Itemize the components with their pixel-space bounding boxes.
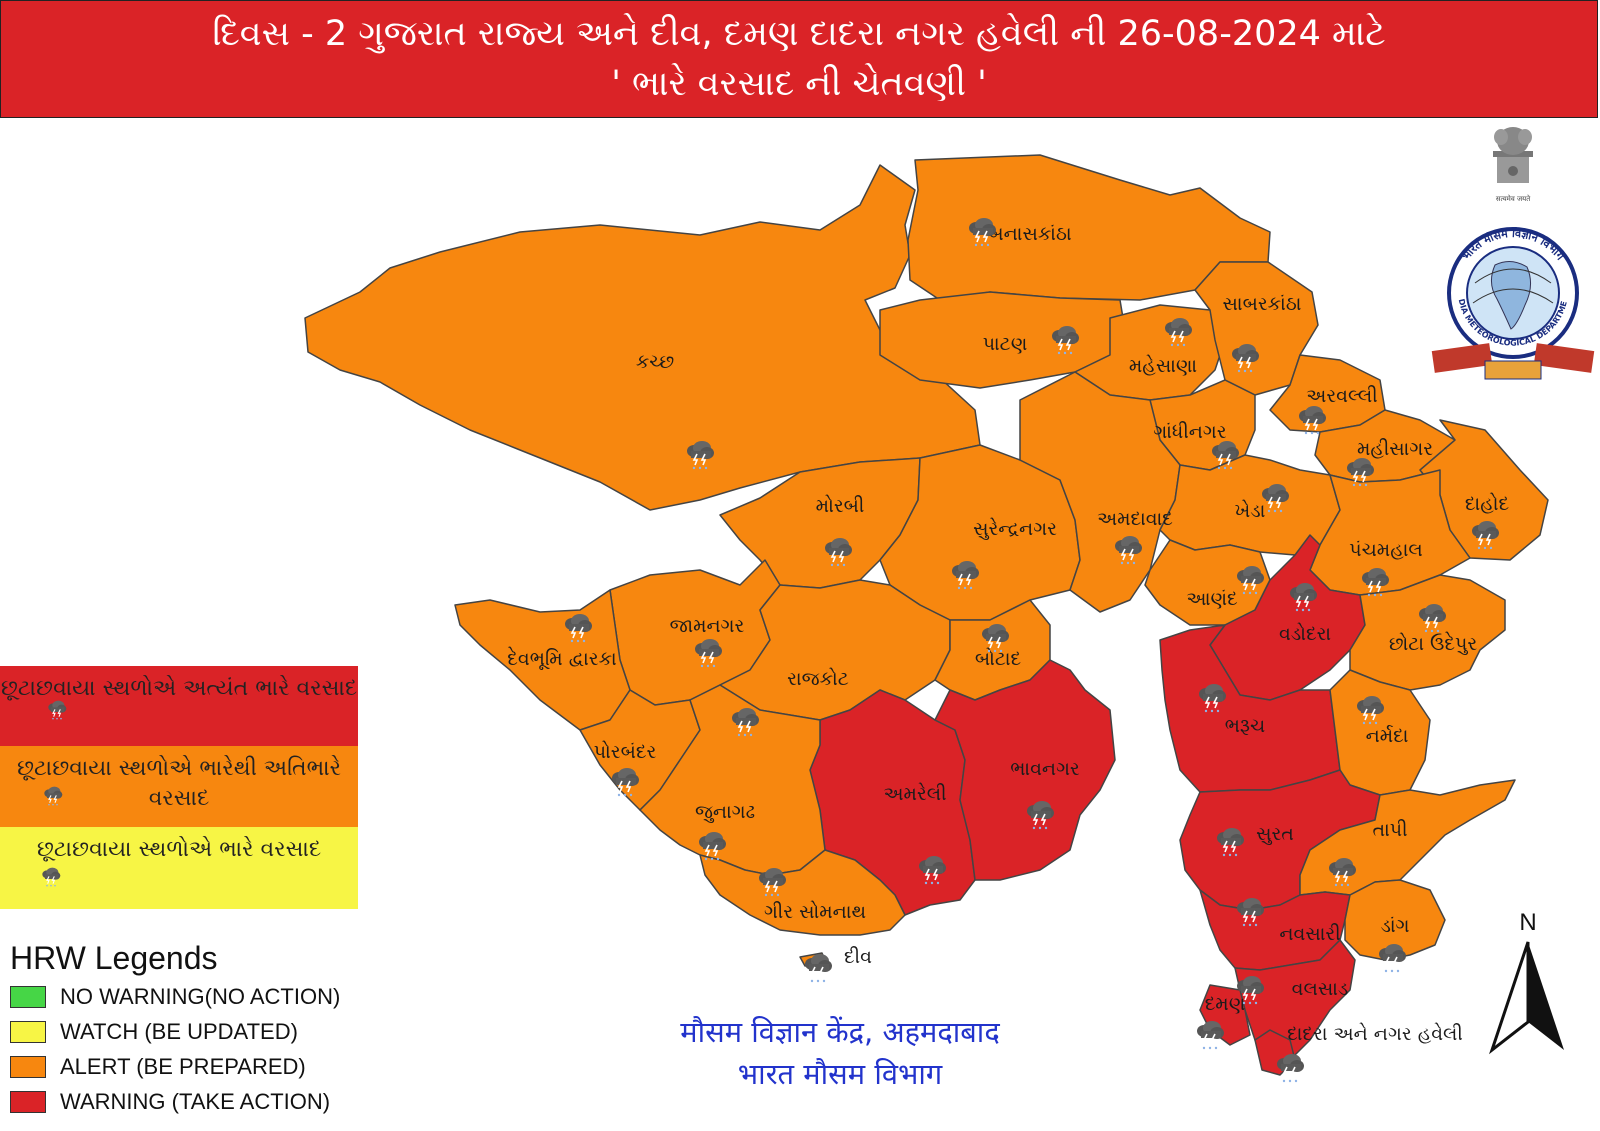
north-arrow-left-half — [1489, 941, 1530, 1055]
hrw-legend-label: WARNING (TAKE ACTION) — [60, 1089, 331, 1114]
district-kutch — [304, 164, 981, 511]
district-label-vadodara: વડોદરા — [1279, 623, 1331, 645]
district-label-surendranagar: સુરેન્દ્રનગર — [973, 518, 1057, 540]
hrw-legend-label: WATCH (BE UPDATED) — [60, 1019, 298, 1044]
district-label-botad: બોટાદ — [975, 648, 1021, 670]
district-label-amreli: અમરેલી — [883, 783, 946, 805]
district-label-mahisagar: મહીસાગર — [1357, 438, 1433, 460]
district-dahod — [1419, 419, 1549, 561]
thunderstorm-rain-icon — [44, 700, 70, 720]
thunderstorm-rain-icon — [38, 867, 64, 887]
rain-legend-heavy-very-heavy-text: છૂટાછવાયા સ્થળોએ ભારેથી અતિભારે વરસાદ — [17, 756, 341, 811]
hrw-legend-alert: ALERT (BE PREPARED) — [10, 1052, 306, 1082]
district-label-morbi: મોરબી — [816, 495, 865, 517]
district-label-rajkot: રાજકોટ — [787, 668, 849, 690]
rain-legend-heavy-very-heavy: છૂટાછવાયા સ્થળોએ ભારેથી અતિભારે વરસાદ — [0, 746, 358, 827]
footer-department-name: भारत मौसम विभाग — [737, 1057, 943, 1091]
district-label-aravalli: અરવલ્લી — [1306, 385, 1377, 407]
district-label-jamnagar: જામનગર — [670, 615, 745, 637]
district-label-patan: પાટણ — [983, 333, 1028, 355]
north-arrow-right-half — [1528, 942, 1564, 1050]
district-label-porbandar: પોરબંદર — [594, 741, 657, 763]
district-label-surat: સુરત — [1256, 823, 1294, 845]
rain-legend-heavy-text: છૂટાછવાયા સ્થળોએ ભારે વરસાદ — [36, 837, 322, 862]
district-label-sabarkantha: સાબરકાંઠા — [1223, 293, 1302, 315]
district-label-anand: આણંદ — [1186, 588, 1237, 610]
district-chhota-udepur — [1349, 574, 1506, 691]
north-label: N — [1519, 909, 1536, 936]
district-bhavnagar — [934, 659, 1116, 881]
map-title: દિવસ - 2 ગુજરાત રાજ્ય અને દીવ, દમણ દાદરા… — [212, 14, 1386, 54]
watch-swatch — [10, 1021, 46, 1043]
district-label-narmada: નર્મદા — [1366, 725, 1409, 747]
district-label-banaskantha: બનાસકાંઠા — [988, 223, 1071, 245]
hrw-legend-label: NO WARNING(NO ACTION) — [60, 984, 341, 1009]
district-label-bhavnagar: ભાવનગર — [1010, 758, 1080, 780]
district-label-panchmahal: પંચમહાલ — [1349, 539, 1422, 561]
map-subtitle: ' ભારે વરસાદ ની ચેતવણી ' — [611, 64, 987, 104]
district-label-kutch: કચ્છ — [636, 351, 674, 373]
district-label-diu: દીવ — [844, 946, 872, 968]
district-label-kheda: ખેડા — [1235, 500, 1266, 522]
rain-legend-extreme-text: છૂટાછવાયા સ્થળોએ અત્યંત ભારે વરસાદ — [0, 676, 358, 701]
district-label-navsari: નવસારી — [1279, 923, 1340, 945]
hrw-legend-watch: WATCH (BE UPDATED) — [10, 1017, 298, 1047]
district-label-junagadh: જુનાગઢ — [695, 801, 755, 823]
district-label-chhota-udepur: છોટા ઉદેપુર — [1389, 632, 1478, 655]
district-label-tapi: તાપી — [1372, 819, 1407, 841]
thunderstorm-rain-icon — [1196, 1020, 1225, 1050]
district-label-devbhumi-dwarka: દેવભૂમિ દ્વારકા — [507, 647, 617, 670]
district-label-ahmedabad: અમદાવાદ — [1097, 508, 1173, 530]
hrw-legend-title: HRW Legends — [10, 940, 218, 976]
hrw-legend-no-warning: NO WARNING(NO ACTION) — [10, 982, 340, 1012]
district-narmada — [1329, 669, 1431, 796]
district-label-dnh: દાદરા અને નગર હવેલી — [1287, 1023, 1463, 1045]
district-label-valsad: વલસાડ — [1292, 978, 1349, 1000]
district-label-mehsana: મહેસાણા — [1129, 355, 1197, 377]
north-arrow-icon: N — [1489, 909, 1564, 1055]
footer-centre-name: मौसम विज्ञान केंद्र, अहमदाबाद — [680, 1015, 1000, 1049]
rain-legend-heavy: છૂટાછવાયા સ્થળોએ ભારે વરસાદ — [0, 827, 358, 909]
thunderstorm-rain-icon — [40, 786, 66, 806]
motto-text: सत्यमेव जयते — [1496, 194, 1531, 203]
district-label-dang: ડાંગ — [1381, 915, 1410, 937]
district-label-gir-somnath: ગીર સોમનાથ — [764, 901, 866, 923]
no-warning-swatch — [10, 986, 46, 1008]
district-label-daman: દમણ — [1205, 993, 1246, 1015]
national-emblem-icon: सत्यमेव जयते — [1493, 127, 1533, 203]
warning-swatch — [10, 1091, 46, 1113]
hrw-legend-warning: WARNING (TAKE ACTION) — [10, 1087, 330, 1117]
district-label-gandhinagar: ગાંધીનગર — [1153, 421, 1226, 443]
district-label-dahod: દાહોદ — [1465, 493, 1509, 515]
imd-logo-icon: सत्यमेव जयते भारत मौसम विज्ञान विभाग IND… — [1422, 108, 1595, 380]
alert-swatch — [10, 1056, 46, 1078]
district-dang — [1344, 879, 1446, 961]
rain-legend-extreme: છૂટાછવાયા સ્થળોએ અત્યંત ભારે વરસાદ — [0, 666, 358, 746]
title-banner: દિવસ - 2 ગુજરાત રાજ્ય અને દીવ, દમણ દાદરા… — [0, 0, 1598, 118]
district-label-bharuch: ભરૂચ — [1225, 715, 1266, 737]
hrw-legend-label: ALERT (BE PREPARED) — [60, 1054, 306, 1079]
imd-logo: सत्यमेव जयते भारत मौसम विज्ञान विभाग IND… — [1422, 108, 1600, 395]
